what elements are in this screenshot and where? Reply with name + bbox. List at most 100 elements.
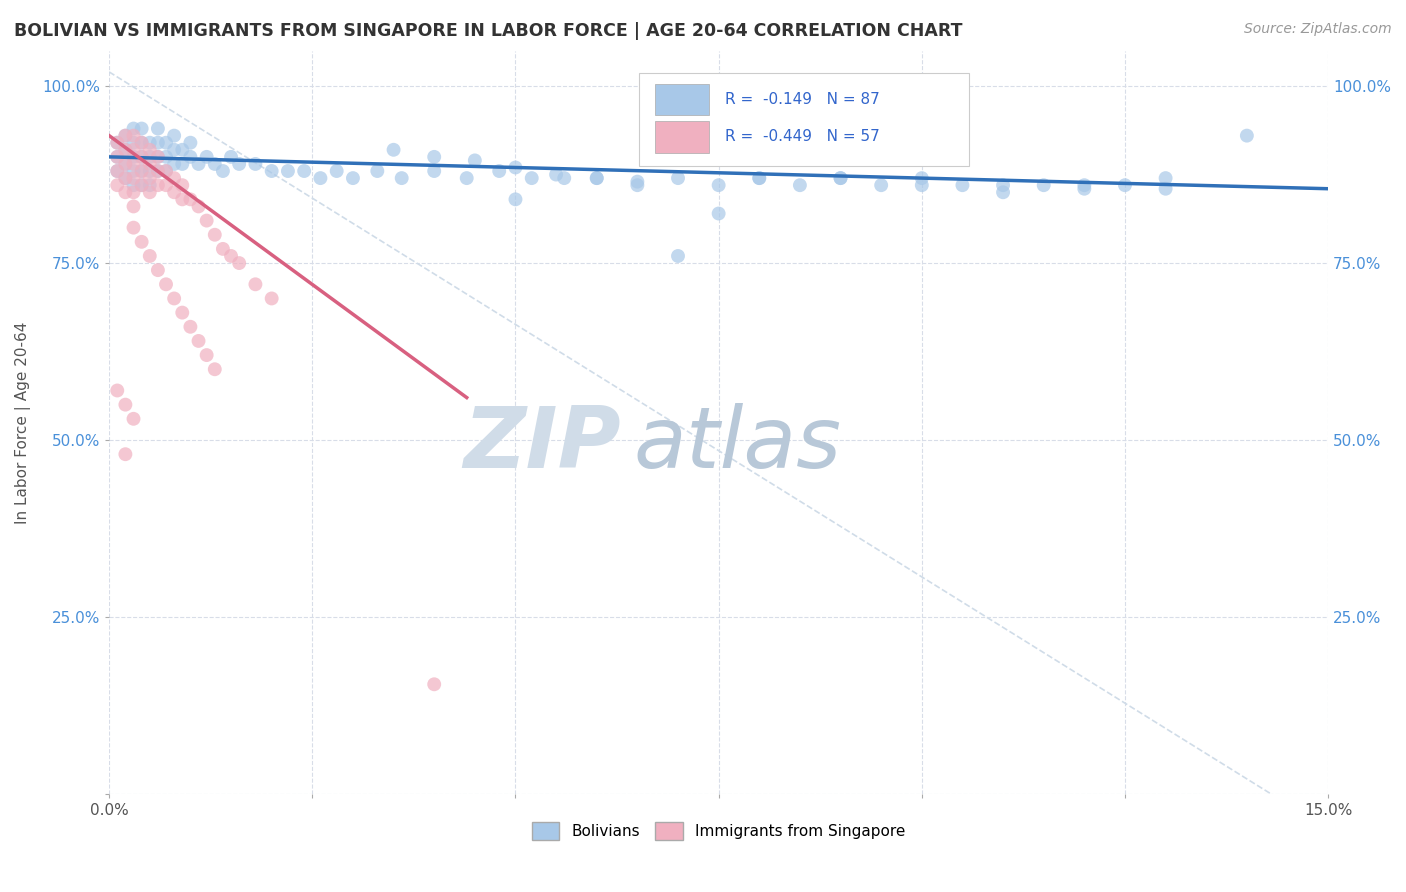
Text: R =  -0.449   N = 57: R = -0.449 N = 57	[724, 129, 880, 145]
Point	[585, 171, 607, 186]
Point	[122, 157, 145, 171]
Point	[382, 143, 405, 157]
Point	[131, 178, 153, 193]
Point	[179, 319, 201, 334]
Point	[114, 398, 136, 412]
Point	[195, 213, 218, 227]
Point	[172, 305, 194, 319]
Point	[707, 178, 730, 193]
Point	[911, 178, 934, 193]
Point	[260, 292, 283, 306]
Point	[1154, 182, 1177, 196]
Point	[1073, 178, 1095, 193]
Point	[342, 171, 364, 186]
Point	[114, 171, 136, 186]
Point	[139, 136, 162, 150]
FancyBboxPatch shape	[655, 121, 709, 153]
Point	[626, 175, 648, 189]
FancyBboxPatch shape	[655, 84, 709, 115]
Point	[1032, 178, 1054, 193]
Point	[139, 186, 162, 200]
Point	[789, 178, 811, 193]
Point	[114, 143, 136, 157]
Y-axis label: In Labor Force | Age 20-64: In Labor Force | Age 20-64	[15, 321, 31, 524]
Point	[122, 121, 145, 136]
Point	[546, 168, 568, 182]
Legend: Bolivians, Immigrants from Singapore: Bolivians, Immigrants from Singapore	[526, 816, 911, 846]
Point	[131, 136, 153, 150]
Point	[212, 242, 235, 256]
Point	[122, 150, 145, 164]
Point	[163, 292, 186, 306]
Point	[122, 164, 145, 178]
Point	[114, 157, 136, 171]
Point	[155, 277, 177, 292]
Point	[228, 256, 250, 270]
Point	[666, 171, 689, 186]
Point	[163, 143, 186, 157]
Point	[423, 677, 446, 691]
Point	[146, 150, 169, 164]
Point	[219, 150, 242, 164]
Point	[870, 178, 893, 193]
Point	[155, 136, 177, 150]
Point	[105, 150, 128, 164]
Point	[122, 186, 145, 200]
Point	[626, 178, 648, 193]
Point	[830, 171, 852, 186]
FancyBboxPatch shape	[640, 73, 969, 166]
Point	[131, 136, 153, 150]
Point	[830, 171, 852, 186]
Point	[122, 412, 145, 426]
Point	[991, 178, 1014, 193]
Point	[204, 157, 226, 171]
Point	[204, 362, 226, 376]
Point	[195, 348, 218, 362]
Point	[114, 157, 136, 171]
Point	[488, 164, 510, 178]
Point	[292, 164, 315, 178]
Point	[105, 136, 128, 150]
Point	[260, 164, 283, 178]
Point	[131, 164, 153, 178]
Point	[187, 334, 209, 348]
Point	[666, 249, 689, 263]
Point	[505, 192, 527, 206]
Point	[520, 171, 543, 186]
Point	[139, 171, 162, 186]
Point	[163, 128, 186, 143]
Point	[423, 164, 446, 178]
Point	[464, 153, 486, 168]
Point	[228, 157, 250, 171]
Point	[146, 121, 169, 136]
Point	[1236, 128, 1258, 143]
Point	[139, 164, 162, 178]
Point	[366, 164, 388, 178]
Point	[139, 143, 162, 157]
Point	[105, 178, 128, 193]
Point	[553, 171, 575, 186]
Point	[163, 171, 186, 186]
Point	[219, 249, 242, 263]
Point	[122, 199, 145, 213]
Point	[187, 199, 209, 213]
Point	[911, 171, 934, 186]
Point	[114, 128, 136, 143]
Point	[131, 150, 153, 164]
Point	[139, 249, 162, 263]
Point	[146, 178, 169, 193]
Point	[139, 178, 162, 193]
Point	[139, 157, 162, 171]
Point	[163, 186, 186, 200]
Point	[172, 157, 194, 171]
Point	[1114, 178, 1136, 193]
Point	[707, 206, 730, 220]
Point	[585, 171, 607, 186]
Point	[748, 171, 770, 186]
Point	[122, 171, 145, 186]
Point	[245, 157, 267, 171]
Point	[195, 150, 218, 164]
Point	[155, 164, 177, 178]
Text: ZIP: ZIP	[464, 403, 621, 486]
Point	[172, 143, 194, 157]
